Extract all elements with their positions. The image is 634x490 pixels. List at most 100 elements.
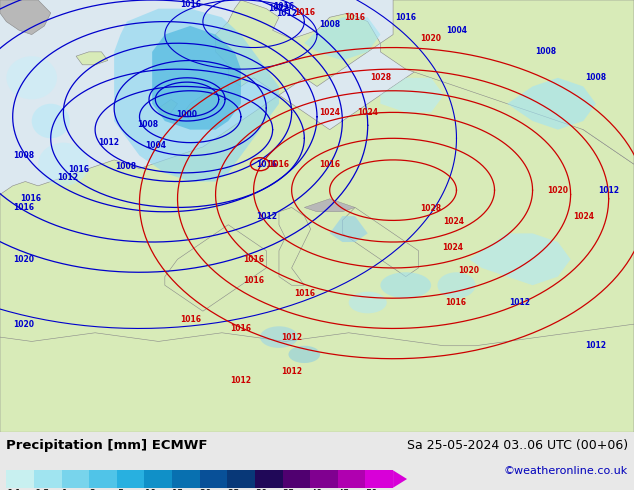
Text: 1012: 1012 <box>256 212 277 220</box>
Text: 1016: 1016 <box>294 8 315 18</box>
Polygon shape <box>0 43 634 432</box>
Text: Precipitation [mm] ECMWF: Precipitation [mm] ECMWF <box>6 439 208 452</box>
Polygon shape <box>380 78 444 112</box>
Text: 1016: 1016 <box>179 0 201 9</box>
Text: 1008: 1008 <box>115 162 137 171</box>
Text: 0.1: 0.1 <box>6 489 22 490</box>
Text: 1016: 1016 <box>13 203 34 212</box>
Ellipse shape <box>437 272 476 298</box>
Text: 1016: 1016 <box>68 165 89 174</box>
Text: 1024: 1024 <box>319 108 340 117</box>
Text: 1016: 1016 <box>21 194 42 202</box>
Text: 1016: 1016 <box>230 324 252 333</box>
Bar <box>338 470 365 488</box>
Text: 1008: 1008 <box>534 48 556 56</box>
Polygon shape <box>342 207 418 276</box>
Polygon shape <box>158 99 178 117</box>
Ellipse shape <box>38 143 89 186</box>
Text: 1020: 1020 <box>13 255 34 264</box>
Text: 1004: 1004 <box>446 26 467 35</box>
Text: ©weatheronline.co.uk: ©weatheronline.co.uk <box>503 466 628 476</box>
Text: 1016: 1016 <box>243 255 264 264</box>
Polygon shape <box>76 52 108 65</box>
Polygon shape <box>114 9 279 181</box>
Text: 35: 35 <box>283 489 295 490</box>
Text: 1016: 1016 <box>395 13 417 22</box>
Bar <box>61 470 89 488</box>
Text: 1020: 1020 <box>458 267 479 275</box>
Text: 1016: 1016 <box>445 298 466 307</box>
Bar <box>6 470 34 488</box>
Polygon shape <box>507 78 596 130</box>
Bar <box>117 470 145 488</box>
Ellipse shape <box>380 272 431 298</box>
Text: 1028: 1028 <box>370 74 391 82</box>
Text: 5: 5 <box>117 489 123 490</box>
Polygon shape <box>0 0 51 35</box>
Text: 1016: 1016 <box>319 160 340 169</box>
Text: 1016: 1016 <box>268 160 290 169</box>
Ellipse shape <box>32 104 70 138</box>
Text: Sa 25-05-2024 03..06 UTC (00+06): Sa 25-05-2024 03..06 UTC (00+06) <box>406 439 628 452</box>
Text: 1024: 1024 <box>444 217 465 226</box>
Text: 1004: 1004 <box>145 141 167 149</box>
Text: 1: 1 <box>61 489 68 490</box>
Text: 2: 2 <box>89 489 96 490</box>
Text: 20: 20 <box>200 489 212 490</box>
Bar <box>365 470 393 488</box>
Text: 1020: 1020 <box>13 319 34 329</box>
Polygon shape <box>304 199 355 212</box>
Text: 1012: 1012 <box>268 4 290 13</box>
Text: 1012: 1012 <box>98 139 119 147</box>
Bar <box>255 470 283 488</box>
Bar <box>89 470 117 488</box>
Polygon shape <box>393 470 407 488</box>
Bar <box>228 470 255 488</box>
Ellipse shape <box>6 56 57 99</box>
Text: 1012: 1012 <box>598 186 619 195</box>
Text: 1020: 1020 <box>547 186 569 195</box>
Text: 1012: 1012 <box>509 298 531 307</box>
Text: 15: 15 <box>172 489 184 490</box>
Text: 1020: 1020 <box>420 34 442 44</box>
Text: 25: 25 <box>228 489 240 490</box>
Text: 1012: 1012 <box>281 367 302 376</box>
Text: 1012: 1012 <box>230 376 252 385</box>
Text: 1028: 1028 <box>420 204 442 213</box>
Text: 1000: 1000 <box>176 110 198 120</box>
Ellipse shape <box>260 326 298 348</box>
Polygon shape <box>0 324 634 432</box>
Text: 40: 40 <box>310 489 323 490</box>
Polygon shape <box>165 225 266 311</box>
Bar <box>34 470 61 488</box>
Text: 1012: 1012 <box>585 341 607 350</box>
Polygon shape <box>469 233 571 285</box>
Text: 0.5: 0.5 <box>34 489 49 490</box>
Text: 1008: 1008 <box>137 120 158 129</box>
Text: 1016: 1016 <box>294 290 315 298</box>
Text: 1016: 1016 <box>344 13 366 22</box>
Ellipse shape <box>288 346 320 363</box>
Polygon shape <box>216 0 380 95</box>
Polygon shape <box>279 207 311 285</box>
Bar <box>283 470 310 488</box>
Bar <box>145 470 172 488</box>
Text: 45: 45 <box>338 489 350 490</box>
Polygon shape <box>184 86 228 121</box>
Bar <box>200 470 228 488</box>
Text: 1008: 1008 <box>585 74 607 82</box>
Text: 1012: 1012 <box>58 172 79 182</box>
Text: 1012: 1012 <box>281 333 302 342</box>
Text: 1016: 1016 <box>256 160 277 169</box>
Polygon shape <box>380 0 634 164</box>
Polygon shape <box>152 26 241 130</box>
Text: 50: 50 <box>365 489 378 490</box>
Ellipse shape <box>349 292 387 313</box>
Text: 1024: 1024 <box>573 212 594 220</box>
Bar <box>310 470 338 488</box>
Bar <box>172 470 200 488</box>
Text: 10: 10 <box>145 489 157 490</box>
Text: 1016: 1016 <box>273 1 295 11</box>
Text: 1024: 1024 <box>442 243 463 252</box>
Text: 1012: 1012 <box>276 9 297 18</box>
